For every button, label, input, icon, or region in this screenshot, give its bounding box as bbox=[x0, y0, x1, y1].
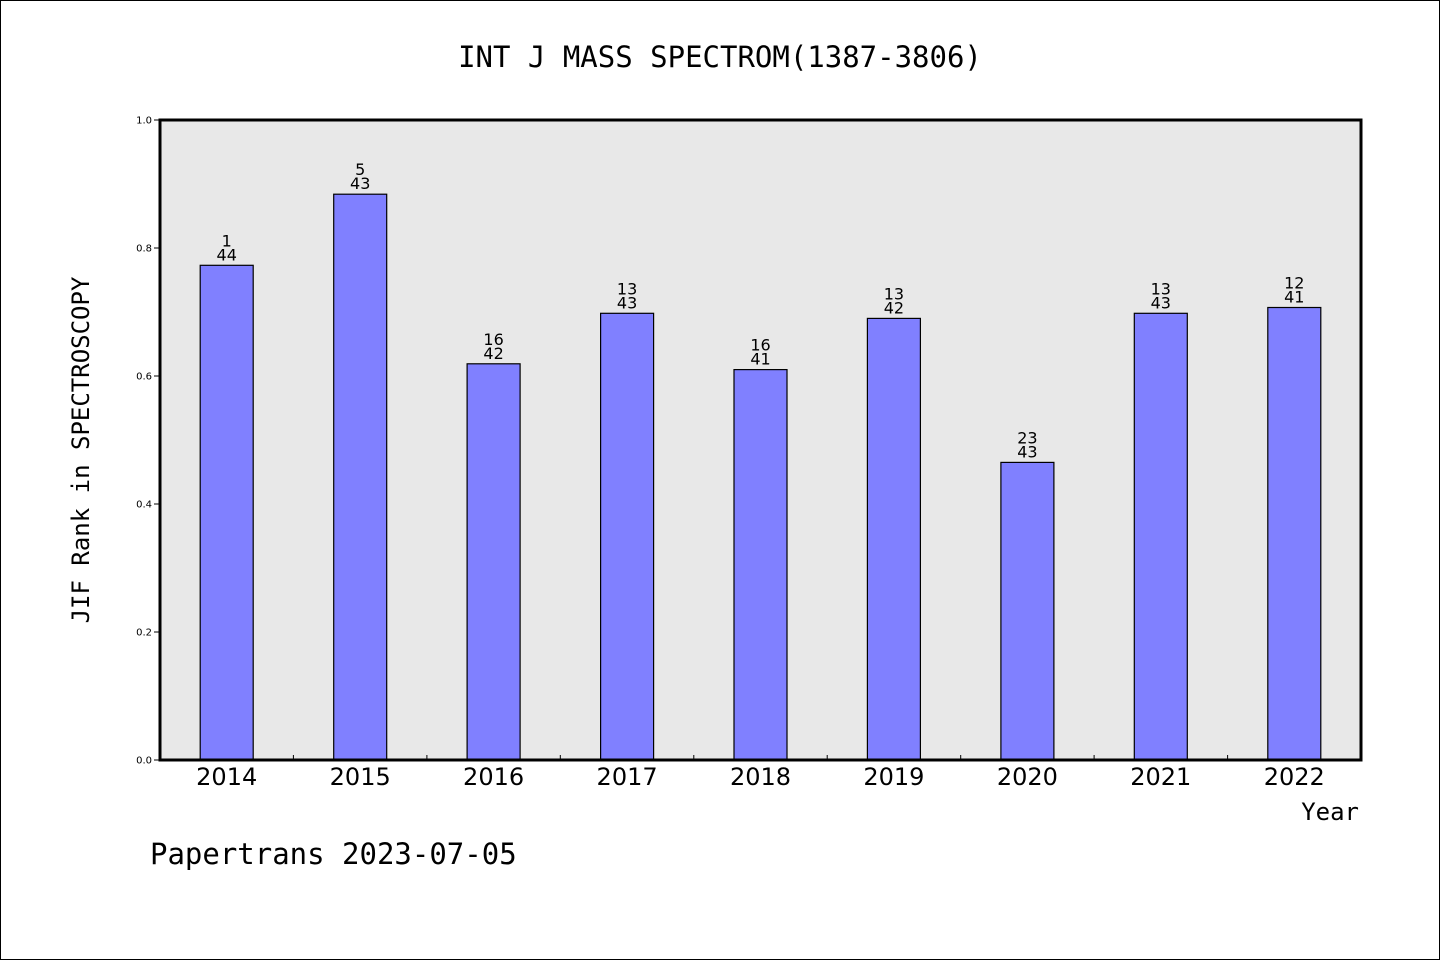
bar-total-label-2014: 44 bbox=[217, 245, 237, 264]
x-tick-label-2014: 2014 bbox=[196, 763, 257, 791]
bar-2019 bbox=[866, 317, 922, 761]
x-tick-label-2017: 2017 bbox=[597, 763, 658, 791]
bar-total-label-2015: 43 bbox=[350, 174, 370, 193]
bar-total-label-2020: 43 bbox=[1017, 442, 1037, 461]
bars-group bbox=[199, 193, 1322, 761]
bar-total-label-2019: 42 bbox=[884, 298, 904, 317]
bar-rank-label-2014: 1 bbox=[222, 231, 232, 250]
x-tick-label-2016: 2016 bbox=[463, 763, 524, 791]
bar-rank-label-2021: 13 bbox=[1151, 279, 1171, 298]
y-tick-label-1.0: 1.0 bbox=[136, 116, 152, 127]
y-tick-label-0.2: 0.2 bbox=[136, 628, 152, 639]
x-axis-label: Year bbox=[1301, 798, 1359, 826]
chart-title: INT J MASS SPECTROM(1387-3806) bbox=[458, 40, 982, 74]
y-axis-label: JIF Rank in SPECTROSCOPY bbox=[67, 276, 95, 623]
bar-2020 bbox=[1000, 461, 1055, 761]
x-tick-label-2018: 2018 bbox=[730, 763, 791, 791]
bar-2017 bbox=[599, 312, 655, 761]
bar-rank-label-2015: 5 bbox=[355, 160, 365, 179]
y-tick-label-0.4: 0.4 bbox=[136, 500, 152, 511]
x-tick-label-2015: 2015 bbox=[330, 763, 391, 791]
x-axis-ticks: 2014 2015 2016 2017 2018 2019 2020 2021 2022 bbox=[196, 755, 1325, 791]
bar-total-label-2021: 43 bbox=[1151, 293, 1171, 312]
bar-2021 bbox=[1133, 312, 1188, 761]
bar-2018 bbox=[733, 369, 788, 761]
bar-2022 bbox=[1267, 306, 1322, 761]
x-tick-label-2021: 2021 bbox=[1130, 763, 1191, 791]
bar-rank-label-2022: 12 bbox=[1284, 274, 1304, 293]
y-axis-ticks: 0.0 0.2 0.4 0.6 0.8 1.0 bbox=[136, 116, 160, 767]
x-tick-label-2022: 2022 bbox=[1264, 763, 1325, 791]
plot-border bbox=[158, 118, 1363, 762]
footer-text: Papertrans 2023-07-05 bbox=[150, 837, 517, 871]
x-tick-label-2020: 2020 bbox=[997, 763, 1058, 791]
bar-rank-label-2018: 16 bbox=[750, 336, 770, 355]
bar-total-label-2016: 42 bbox=[483, 344, 503, 363]
y-tick-label-0.6: 0.6 bbox=[136, 372, 152, 383]
bar-rank-label-2019: 13 bbox=[884, 284, 904, 303]
y-tick-label-0.8: 0.8 bbox=[136, 244, 152, 255]
bar-rank-label-2020: 23 bbox=[1017, 428, 1037, 447]
bar-2014 bbox=[199, 264, 254, 761]
bar-rank-label-2017: 13 bbox=[617, 279, 637, 298]
x-tick-label-2019: 2019 bbox=[863, 763, 924, 791]
bar-total-label-2022: 41 bbox=[1284, 288, 1304, 307]
bar-rank-label-2016: 16 bbox=[483, 330, 503, 349]
bar-2015 bbox=[333, 193, 388, 761]
bar-2016 bbox=[466, 363, 521, 761]
bar-total-label-2017: 43 bbox=[617, 293, 637, 312]
bar-total-label-2018: 41 bbox=[750, 350, 770, 369]
y-tick-label-0.0: 0.0 bbox=[136, 756, 152, 767]
